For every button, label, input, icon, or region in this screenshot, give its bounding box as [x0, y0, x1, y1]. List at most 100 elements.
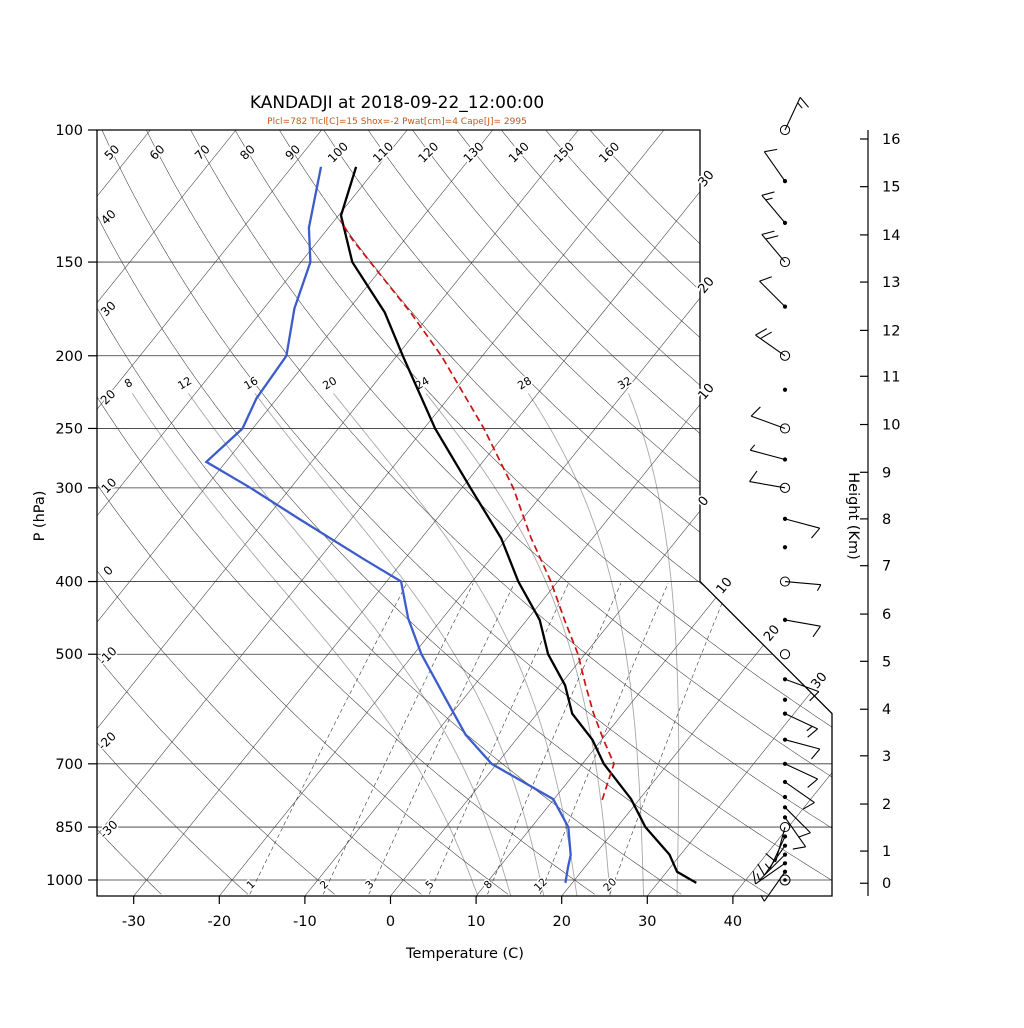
barb-full	[760, 277, 772, 281]
barb-full	[793, 847, 806, 849]
wind-barb	[783, 795, 787, 799]
barb-full	[764, 149, 777, 151]
wind-barb	[751, 407, 789, 433]
dry-adiabat-line	[146, 128, 942, 894]
barb-staff	[762, 195, 785, 223]
pressure-tick-label: 200	[55, 349, 83, 365]
moist-adiabat-label: 16	[242, 374, 261, 392]
wind-barb	[780, 97, 808, 134]
pressure-tick-label: 700	[55, 757, 83, 773]
pressure-tick-label: 400	[55, 575, 83, 591]
pressure-tick-label: 250	[55, 421, 83, 437]
isotherm-edge-label: 20	[696, 274, 718, 296]
height-tick-label: 2	[882, 797, 891, 813]
barb-full	[811, 749, 819, 759]
height-tick-label: 13	[882, 275, 900, 291]
isotherm-line	[0, 130, 150, 896]
wind-barb	[750, 471, 790, 493]
barb-full	[813, 626, 820, 637]
barb-half	[817, 585, 821, 591]
moist-adiabat-line	[255, 393, 544, 895]
height-tick-label: 4	[882, 702, 891, 718]
temperature-tick-label: -30	[122, 914, 146, 930]
barb-staff	[751, 416, 785, 428]
wind-barb	[783, 517, 820, 538]
barb-half	[798, 103, 802, 108]
barb-staff	[785, 714, 818, 729]
barb-full	[750, 471, 757, 482]
pressure-tick-label: 850	[55, 820, 83, 836]
barb-full	[803, 803, 814, 810]
dry-adiabat-line	[323, 128, 1024, 894]
height-tick-label: 15	[882, 180, 900, 196]
dry-adiabat-label: -10	[96, 644, 120, 668]
moist-adiabat-label: 20	[320, 374, 339, 392]
barb-full	[800, 97, 808, 107]
dry-adiabat-line	[456, 128, 1024, 894]
dry-adiabat-label: 50	[102, 142, 123, 163]
sounding-indices-line: Plcl=782 Tlcl[C]=15 Shox=-2 Pwat[cm]=4 C…	[267, 117, 527, 127]
dry-adiabat-line	[0, 128, 335, 894]
height-tick-label: 12	[882, 323, 900, 339]
wind-barb	[764, 149, 787, 183]
temperature-curve	[341, 167, 696, 883]
barb-full	[760, 332, 771, 339]
height-tick-label: 7	[882, 559, 891, 575]
plot-boundary	[97, 130, 832, 896]
isotherm-line	[647, 130, 1024, 896]
isotherm-edge-label: 20	[761, 622, 783, 644]
dry-adiabat-label: 140	[506, 139, 532, 165]
dry-adiabat-line	[367, 128, 1024, 894]
height-tick-label: 3	[882, 749, 891, 765]
station-dot	[783, 795, 787, 799]
pressure-tick-label: 100	[55, 123, 83, 139]
barb-full	[753, 871, 755, 884]
isotherm-line	[0, 130, 322, 896]
dry-adiabat-label: 130	[461, 139, 487, 165]
dry-adiabat-label: 100	[325, 139, 351, 165]
temperature-tick-label: 20	[552, 914, 570, 930]
barb-half	[750, 445, 754, 450]
mixing-ratio-label: 12	[532, 876, 550, 894]
moist-adiabat-line	[629, 393, 679, 895]
height-tick-label: 8	[882, 512, 891, 528]
dry-adiabat-label: -30	[97, 817, 121, 841]
moist-adiabat-label: 28	[515, 374, 534, 392]
dry-adiabat-line	[278, 128, 1024, 894]
height-axis-title: Height (Km)	[845, 472, 861, 560]
wind-barb	[783, 545, 787, 549]
temperature-tick-label: 0	[386, 914, 395, 930]
barb-full	[762, 231, 775, 234]
barb-half	[807, 726, 812, 730]
moist-adiabat-label: 12	[175, 374, 194, 392]
dry-adiabat-label: 110	[370, 139, 396, 165]
isotherm-line	[391, 130, 1007, 896]
dry-adiabat-label: -20	[95, 729, 119, 753]
barb-full	[808, 779, 818, 787]
barb-staff	[762, 234, 785, 262]
mixing-ratio-label: 20	[601, 876, 619, 894]
dry-adiabat-label: 10	[99, 475, 120, 496]
barb-staff	[785, 817, 806, 846]
barb-staff	[764, 152, 785, 181]
wind-barbs-column	[750, 97, 821, 901]
barb-staff	[750, 450, 785, 459]
barb-half	[757, 873, 759, 880]
wind-barb	[760, 277, 788, 309]
height-tick-label: 16	[882, 132, 900, 148]
dry-adiabat-line	[589, 128, 1024, 894]
wind-barb	[783, 712, 818, 738]
dry-adiabat-line	[0, 128, 508, 894]
moist-adiabat-label: 32	[615, 374, 634, 392]
temperature-tick-label: 30	[638, 914, 656, 930]
dry-adiabat-label: 30	[98, 298, 119, 319]
height-tick-label: 0	[882, 876, 891, 892]
dry-adiabat-line	[500, 128, 1024, 894]
pressure-axis-title: P (hPa)	[32, 491, 48, 542]
dry-adiabat-line	[411, 128, 1024, 894]
height-tick-label: 11	[882, 369, 900, 385]
station-dot	[783, 878, 787, 882]
height-tick-label: 5	[882, 654, 891, 670]
